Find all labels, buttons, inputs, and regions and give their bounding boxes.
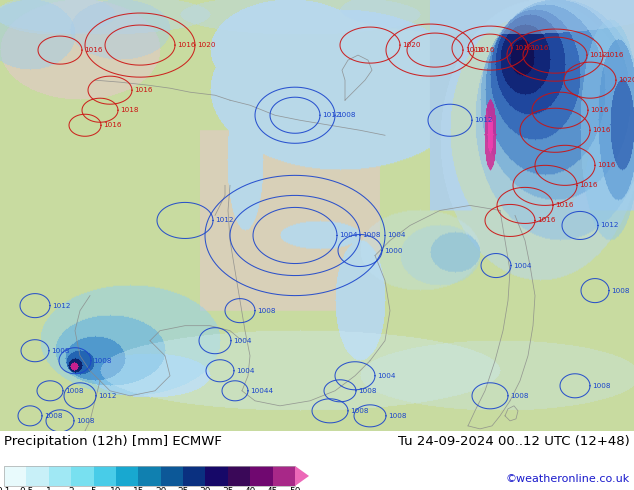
Text: 1016: 1016: [134, 87, 153, 93]
Text: 1004: 1004: [513, 263, 531, 269]
Text: 1004: 1004: [377, 373, 396, 379]
Text: 25: 25: [178, 487, 189, 490]
Text: 1016: 1016: [465, 47, 484, 53]
Text: 1004: 1004: [387, 232, 406, 239]
Text: 5: 5: [91, 487, 96, 490]
Text: 20: 20: [155, 487, 166, 490]
Text: 1016: 1016: [177, 42, 195, 48]
Bar: [183, 466, 205, 486]
Text: 1016: 1016: [530, 45, 548, 51]
Text: 1008: 1008: [350, 408, 368, 414]
Text: 2: 2: [68, 487, 74, 490]
Text: 1008: 1008: [358, 388, 377, 394]
Text: 1018: 1018: [120, 107, 138, 113]
Text: 1016: 1016: [597, 162, 616, 169]
Text: 1012: 1012: [215, 218, 233, 223]
Text: 1016: 1016: [579, 182, 597, 188]
Text: 1016: 1016: [103, 122, 122, 128]
Text: 1008: 1008: [51, 348, 70, 354]
Bar: [250, 466, 273, 486]
Text: 1008: 1008: [388, 413, 406, 419]
Text: 50: 50: [289, 487, 301, 490]
Text: 1016: 1016: [592, 127, 611, 133]
Polygon shape: [295, 466, 309, 486]
Bar: [27, 466, 49, 486]
Text: 1012: 1012: [52, 303, 70, 309]
Text: 1016: 1016: [590, 107, 609, 113]
Text: 1008: 1008: [362, 232, 380, 239]
Text: 1016: 1016: [605, 52, 623, 58]
Text: 1008: 1008: [257, 308, 276, 314]
Text: Tu 24-09-2024 00..12 UTC (12+48): Tu 24-09-2024 00..12 UTC (12+48): [398, 435, 630, 448]
Text: 1016: 1016: [476, 47, 495, 53]
Text: 1008: 1008: [44, 413, 63, 419]
Text: 0.1: 0.1: [0, 487, 11, 490]
Text: 1008: 1008: [611, 288, 630, 294]
Text: 35: 35: [222, 487, 233, 490]
Text: 1016: 1016: [537, 218, 555, 223]
Bar: [138, 466, 160, 486]
Bar: [49, 466, 71, 486]
Text: 15: 15: [133, 487, 144, 490]
Text: 1012: 1012: [600, 222, 619, 228]
Bar: [94, 466, 116, 486]
Text: 10044: 10044: [250, 388, 273, 394]
Text: 1012: 1012: [98, 393, 117, 399]
Text: 1012: 1012: [474, 117, 493, 123]
Text: ©weatheronline.co.uk: ©weatheronline.co.uk: [506, 474, 630, 484]
Text: 1008: 1008: [76, 418, 94, 424]
Text: 1008: 1008: [65, 388, 84, 394]
Text: Precipitation (12h) [mm] ECMWF: Precipitation (12h) [mm] ECMWF: [4, 435, 222, 448]
Text: 1012: 1012: [589, 52, 607, 58]
Text: 1008: 1008: [337, 112, 356, 118]
Bar: [228, 466, 250, 486]
Text: 1012: 1012: [322, 112, 340, 118]
Bar: [205, 466, 228, 486]
Text: 1016: 1016: [514, 45, 533, 51]
Text: 0.5: 0.5: [19, 487, 34, 490]
Text: 1020: 1020: [618, 77, 634, 83]
Text: 1016: 1016: [555, 202, 574, 208]
Text: 1008: 1008: [510, 393, 529, 399]
Text: 1008: 1008: [592, 383, 611, 389]
Text: 1004: 1004: [339, 232, 358, 239]
Text: 45: 45: [267, 487, 278, 490]
Text: 40: 40: [245, 487, 256, 490]
Text: 1008: 1008: [93, 358, 112, 364]
Text: 10: 10: [110, 487, 122, 490]
Bar: [4, 466, 27, 486]
Bar: [4, 466, 295, 486]
Text: 1020: 1020: [402, 42, 420, 48]
Text: 30: 30: [200, 487, 211, 490]
Text: 1000: 1000: [384, 247, 403, 253]
Bar: [71, 466, 94, 486]
Text: 1: 1: [46, 487, 51, 490]
Bar: [116, 466, 138, 486]
Bar: [273, 466, 295, 486]
Text: 1004: 1004: [236, 368, 254, 374]
Text: 1004: 1004: [233, 338, 252, 343]
Text: 1016: 1016: [84, 47, 103, 53]
Text: 1020: 1020: [197, 42, 216, 48]
Bar: [160, 466, 183, 486]
